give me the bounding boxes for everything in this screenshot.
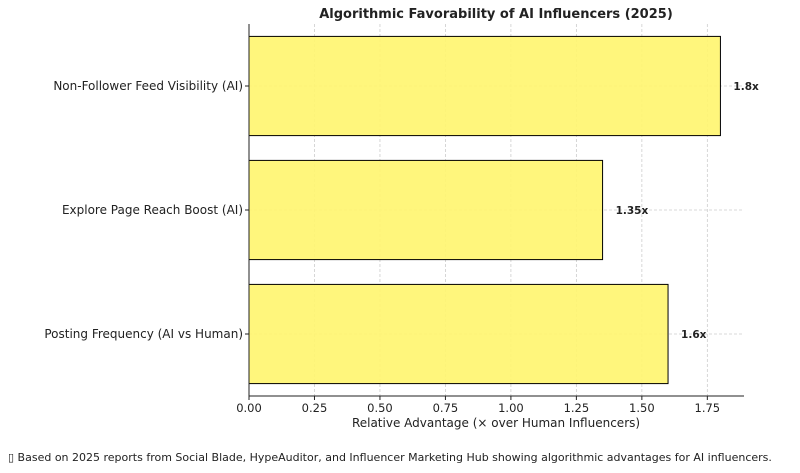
data-label: 1.35x bbox=[616, 205, 649, 217]
x-tick-label: 0.75 bbox=[433, 401, 459, 415]
data-label: 1.8x bbox=[733, 81, 759, 93]
bar bbox=[248, 35, 721, 137]
x-tick-label: 1.75 bbox=[695, 401, 721, 415]
x-tick-label: 1.50 bbox=[629, 401, 655, 415]
y-tick-label: Explore Page Reach Boost (AI) bbox=[62, 203, 243, 217]
x-tick-label: 0.25 bbox=[302, 401, 328, 415]
data-label: 1.6x bbox=[681, 329, 707, 341]
bar bbox=[248, 159, 604, 261]
footnote: ▯ Based on 2025 reports from Social Blad… bbox=[8, 451, 772, 464]
x-tick-label: 0.00 bbox=[236, 401, 262, 415]
bar bbox=[248, 283, 669, 385]
chart-title: Algorithmic Favorability of AI Influence… bbox=[319, 7, 673, 22]
x-axis-label: Relative Advantage (× over Human Influen… bbox=[352, 416, 640, 430]
x-tick-label: 1.00 bbox=[498, 401, 524, 415]
y-tick-label: Non-Follower Feed Visibility (AI) bbox=[53, 79, 243, 93]
y-tick-label: Posting Frequency (AI vs Human) bbox=[44, 327, 243, 341]
x-tick-label: 1.25 bbox=[564, 401, 590, 415]
x-tick-label: 0.50 bbox=[367, 401, 393, 415]
